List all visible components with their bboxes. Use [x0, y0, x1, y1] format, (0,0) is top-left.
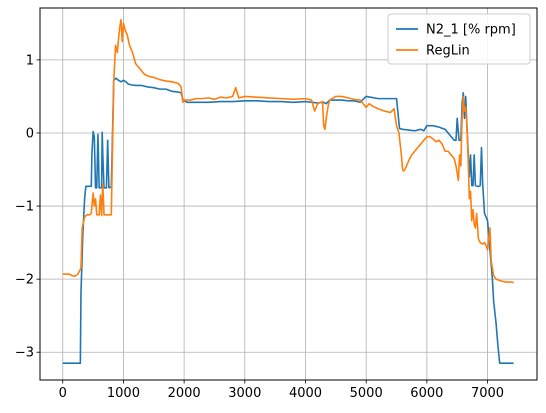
legend-box [387, 13, 531, 65]
legend: N2_1 [% rpm] RegLin [387, 13, 531, 65]
grid-lines [40, 8, 537, 380]
y-tick-label: 1 [26, 53, 34, 68]
x-tick-label: 0 [59, 386, 67, 401]
y-tick-label: −3 [15, 346, 34, 361]
x-tick-label: 4000 [289, 386, 322, 401]
axes-frame [39, 7, 538, 381]
x-tick-label: 3000 [228, 386, 261, 401]
x-tick-label: 7000 [471, 386, 504, 401]
x-axis-ticks: 0 1000 2000 3000 4000 5000 6000 7000 [59, 380, 504, 401]
legend-label-0: N2_1 [% rpm] [426, 23, 516, 38]
y-tick-label: 0 [26, 126, 34, 141]
series-layer [62, 18, 514, 364]
series-line-1 [62, 18, 514, 284]
x-tick-label: 6000 [410, 386, 443, 401]
y-axis-ticks: −3 −2 −1 0 1 [15, 53, 40, 361]
x-tick-label: 2000 [168, 386, 201, 401]
y-tick-label: −2 [15, 273, 34, 288]
y-tick-label: −1 [15, 200, 34, 215]
legend-label-1: RegLin [426, 44, 470, 59]
series-line-0 [62, 77, 514, 364]
x-tick-label: 5000 [350, 386, 383, 401]
x-tick-label: 1000 [107, 386, 140, 401]
